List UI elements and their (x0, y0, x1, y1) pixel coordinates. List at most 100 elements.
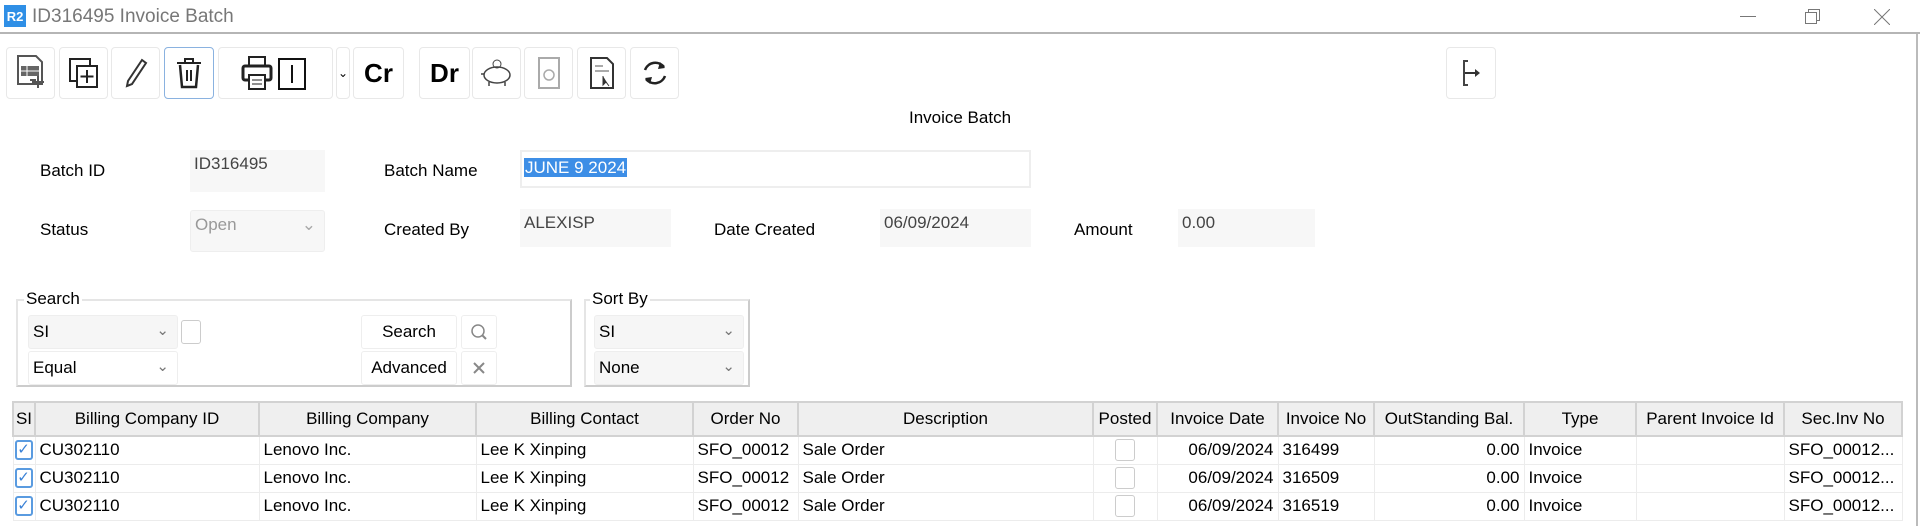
form-heading: Invoice Batch (908, 108, 1012, 127)
posted-checkbox[interactable] (1115, 495, 1135, 517)
sort-order-select[interactable]: None ⌄ (594, 351, 744, 385)
column-header-invoice-no[interactable]: Invoice No (1277, 401, 1375, 437)
table-row[interactable]: ✓ CU302110 Lenovo Inc. Lee K Xinping SFO_000… (12, 463, 1903, 493)
column-header-order-no[interactable]: Order No (692, 401, 799, 437)
row-select-checkbox[interactable]: ✓ (14, 496, 33, 516)
row-select-checkbox[interactable]: ✓ (14, 440, 33, 461)
batch-id-label: Batch ID (40, 161, 106, 180)
restore-icon[interactable] (1793, 4, 1833, 30)
search-operator-select[interactable]: Equal ⌄ (28, 351, 178, 385)
cell-si[interactable]: ✓ (12, 435, 36, 465)
search-checkbox[interactable] (181, 320, 201, 344)
chevron-down-icon: ⌄ (156, 322, 169, 339)
cell-invoice-date: 06/09/2024 (1156, 491, 1279, 521)
cell-order-no: SFO_00012 (692, 435, 799, 465)
column-header-outstanding-bal[interactable]: OutStanding Bal. (1373, 401, 1525, 437)
cell-posted[interactable] (1092, 463, 1158, 493)
new-document-button[interactable] (6, 47, 55, 99)
status-value: Open (195, 215, 237, 234)
row-select-checkbox[interactable]: ✓ (14, 468, 33, 488)
exit-button[interactable] (1446, 47, 1496, 99)
table-header-row: SI Billing Company ID Billing Company Billi… (12, 401, 1903, 437)
credit-button[interactable]: Cr (353, 47, 404, 99)
close-icon[interactable] (1862, 4, 1902, 30)
search-field-select[interactable]: SI ⌄ (28, 315, 178, 349)
cell-sec-inv-no: SFO_00012... (1783, 463, 1903, 493)
cell-description: Sale Order (797, 463, 1094, 493)
cell-invoice-date: 06/09/2024 (1156, 435, 1279, 465)
cell-posted[interactable] (1092, 435, 1158, 465)
cell-billing-contact: Lee K Xinping (475, 435, 694, 465)
column-header-parent-invoice-id[interactable]: Parent Invoice Id (1635, 401, 1785, 437)
cell-billing-company-id: CU302110 (34, 435, 260, 465)
refresh-button[interactable] (630, 47, 679, 99)
delete-button[interactable] (164, 47, 214, 99)
date-created-field: 06/09/2024 (880, 209, 1031, 247)
posted-checkbox[interactable] (1115, 439, 1135, 462)
title-bar: R2 ID316495 Invoice Batch (0, 0, 1920, 34)
copy-add-button[interactable] (59, 47, 108, 99)
cell-billing-company: Lenovo Inc. (258, 491, 477, 521)
cell-invoice-no: 316519 (1277, 491, 1375, 521)
column-header-billing-contact[interactable]: Billing Contact (475, 401, 694, 437)
minimize-icon[interactable] (1728, 4, 1768, 30)
clear-search-button[interactable] (461, 351, 497, 385)
search-icon (471, 324, 487, 340)
sort-group (584, 299, 750, 387)
status-select: Open ⌄ (190, 210, 325, 252)
piggy-bank-icon (480, 59, 511, 86)
exit-icon (1463, 60, 1480, 86)
debit-button[interactable]: Dr (419, 47, 470, 99)
document-select-button[interactable] (577, 47, 626, 99)
advanced-button[interactable]: Advanced (361, 351, 457, 385)
column-header-billing-company[interactable]: Billing Company (258, 401, 477, 437)
column-header-description[interactable]: Description (797, 401, 1094, 437)
cell-invoice-date: 06/09/2024 (1156, 463, 1279, 493)
sort-field-select[interactable]: SI ⌄ (594, 315, 744, 349)
cell-type: Invoice (1523, 491, 1637, 521)
cell-billing-company: Lenovo Inc. (258, 463, 477, 493)
trash-icon (177, 58, 201, 89)
amount-label: Amount (1074, 220, 1133, 239)
cell-description: Sale Order (797, 435, 1094, 465)
column-header-invoice-date[interactable]: Invoice Date (1156, 401, 1279, 437)
cell-posted[interactable] (1092, 491, 1158, 521)
cell-sec-inv-no: SFO_00012... (1783, 435, 1903, 465)
print-icon (241, 56, 306, 90)
cell-invoice-no: 316499 (1277, 435, 1375, 465)
table-row[interactable]: ✓ CU302110 Lenovo Inc. Lee K Xinping SFO_000… (12, 435, 1903, 465)
date-created-label: Date Created (714, 220, 816, 239)
window-title: ID316495 Invoice Batch (32, 6, 234, 27)
search-button[interactable]: Search (361, 315, 457, 349)
search-icon-button[interactable] (461, 315, 497, 349)
new-document-icon (16, 55, 44, 88)
batch-id-field: ID316495 (190, 150, 325, 192)
deposit-button[interactable] (472, 47, 521, 99)
cell-sec-inv-no: SFO_00012... (1783, 491, 1903, 521)
table-row[interactable]: ✓ CU302110 Lenovo Inc. Lee K Xinping SFO_000… (12, 491, 1903, 521)
app-logo: R2 (4, 5, 26, 27)
cell-billing-company-id: CU302110 (34, 463, 260, 493)
batch-name-input[interactable]: JUNE 9 2024 (520, 150, 1031, 188)
column-header-posted[interactable]: Posted (1092, 401, 1158, 437)
edit-pencil-icon (125, 58, 147, 88)
posted-checkbox[interactable] (1115, 467, 1135, 489)
print-dropdown-button[interactable]: ⌄ (336, 47, 350, 99)
cell-si[interactable]: ✓ (12, 463, 36, 493)
window-border (1916, 34, 1918, 526)
edit-button[interactable] (111, 47, 160, 99)
cell-si[interactable]: ✓ (12, 491, 36, 521)
column-header-type[interactable]: Type (1523, 401, 1637, 437)
column-header-sec-inv-no[interactable]: Sec.Inv No (1783, 401, 1903, 437)
column-header-billing-company-id[interactable]: Billing Company ID (34, 401, 260, 437)
print-button[interactable] (218, 47, 333, 99)
invoice-table: SI Billing Company ID Billing Company Billi… (12, 401, 1903, 521)
disabled-reset-icon (537, 57, 560, 89)
created-by-field: ALEXISP (520, 209, 671, 247)
batch-name-value: JUNE 9 2024 (524, 158, 628, 177)
column-header-si[interactable]: SI (12, 401, 36, 437)
sort-group-label: Sort By (590, 289, 650, 309)
cell-order-no: SFO_00012 (692, 491, 799, 521)
search-operator-value: Equal (33, 358, 77, 377)
search-group-label: Search (24, 289, 82, 309)
